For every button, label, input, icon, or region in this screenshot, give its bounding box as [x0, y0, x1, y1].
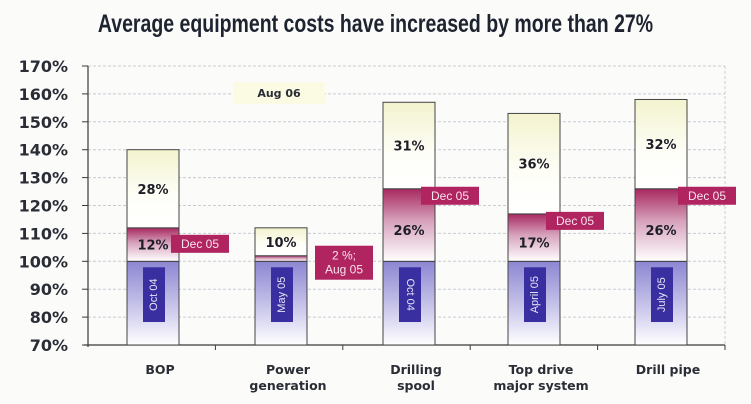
- y-axis-ticks: 70% 80% 90% 100% 110% 120% 130% 140% 150% 160% 170…: [19, 57, 88, 355]
- base-date-box: [399, 267, 421, 322]
- callout-label: Dec 05: [431, 189, 469, 203]
- y-tick-label: 130%: [19, 169, 68, 188]
- annotations: Aug 06: [233, 82, 325, 104]
- y-tick-label: 140%: [19, 141, 68, 160]
- bar-segment-mid: [254, 255, 308, 262]
- bar-segment-top: [254, 227, 308, 257]
- bars: Oct 04 28% 12% Dec 05 May 05 10% 2 %;Aug 05 Oct…: [126, 98, 736, 346]
- top-segment-label: 28%: [137, 183, 168, 198]
- x-tick-label: Power: [266, 362, 311, 377]
- y-tick-label: 110%: [19, 224, 68, 243]
- base-date-label: April 05: [529, 276, 541, 313]
- callout-label: Aug 05: [325, 263, 363, 277]
- base-date-label: May 05: [276, 277, 288, 313]
- callout-box: [315, 245, 373, 280]
- mid-segment-label: 17%: [518, 237, 549, 252]
- legend-annotation-box: [233, 82, 325, 104]
- chart-title: Average equipment costs have increased b…: [97, 10, 654, 38]
- y-tick-label: 80%: [30, 308, 68, 327]
- gridlines: [88, 65, 726, 350]
- y-tick-label: 70%: [30, 336, 68, 355]
- mid-segment-label: 26%: [393, 224, 424, 239]
- base-date-box: [651, 267, 673, 322]
- top-segment-label: 31%: [393, 140, 424, 155]
- callout-box: [678, 186, 736, 205]
- base-date-box: [524, 267, 546, 322]
- legend-annotation-label: Aug 06: [257, 87, 301, 100]
- bar-segment-top: [507, 112, 561, 215]
- y-tick-label: 170%: [19, 57, 68, 76]
- bar-segment-top: [634, 98, 688, 190]
- x-tick-label: Drilling: [390, 362, 442, 377]
- x-tick-label: Top drive: [509, 362, 574, 377]
- y-tick-label: 100%: [19, 252, 68, 271]
- base-date-box: [143, 267, 165, 322]
- x-tick-label: Drill pipe: [636, 362, 700, 377]
- y-tick-label: 150%: [19, 113, 68, 132]
- y-tick-label: 120%: [19, 197, 68, 216]
- x-tick-label: spool: [397, 378, 435, 393]
- y-tick-label: 160%: [19, 85, 68, 104]
- x-tick-label: generation: [249, 378, 326, 393]
- base-date-label: Oct 04: [404, 278, 416, 310]
- callout-box: [171, 234, 229, 253]
- bar-segment-top: [126, 149, 180, 229]
- callout-label: 2 %;: [332, 249, 356, 263]
- x-tick-label: major system: [493, 378, 588, 393]
- mid-segment-label: 12%: [137, 239, 168, 254]
- base-date-box: [271, 267, 293, 322]
- base-date-label: July 05: [656, 277, 668, 312]
- x-tick-label: BOP: [145, 362, 174, 377]
- callout-label: Dec 05: [181, 237, 219, 251]
- mid-segment-label: 26%: [645, 224, 676, 239]
- callout-label: Dec 05: [556, 214, 594, 228]
- top-segment-label: 32%: [645, 138, 676, 153]
- top-segment-label: 10%: [265, 236, 296, 251]
- top-segment-label: 36%: [518, 158, 549, 173]
- base-date-label: Oct 04: [148, 278, 160, 310]
- callout-box: [546, 211, 604, 230]
- y-tick-label: 90%: [30, 280, 68, 299]
- bar-segment-top: [382, 101, 436, 190]
- callout-label: Dec 05: [688, 189, 726, 203]
- callout-box: [421, 186, 479, 205]
